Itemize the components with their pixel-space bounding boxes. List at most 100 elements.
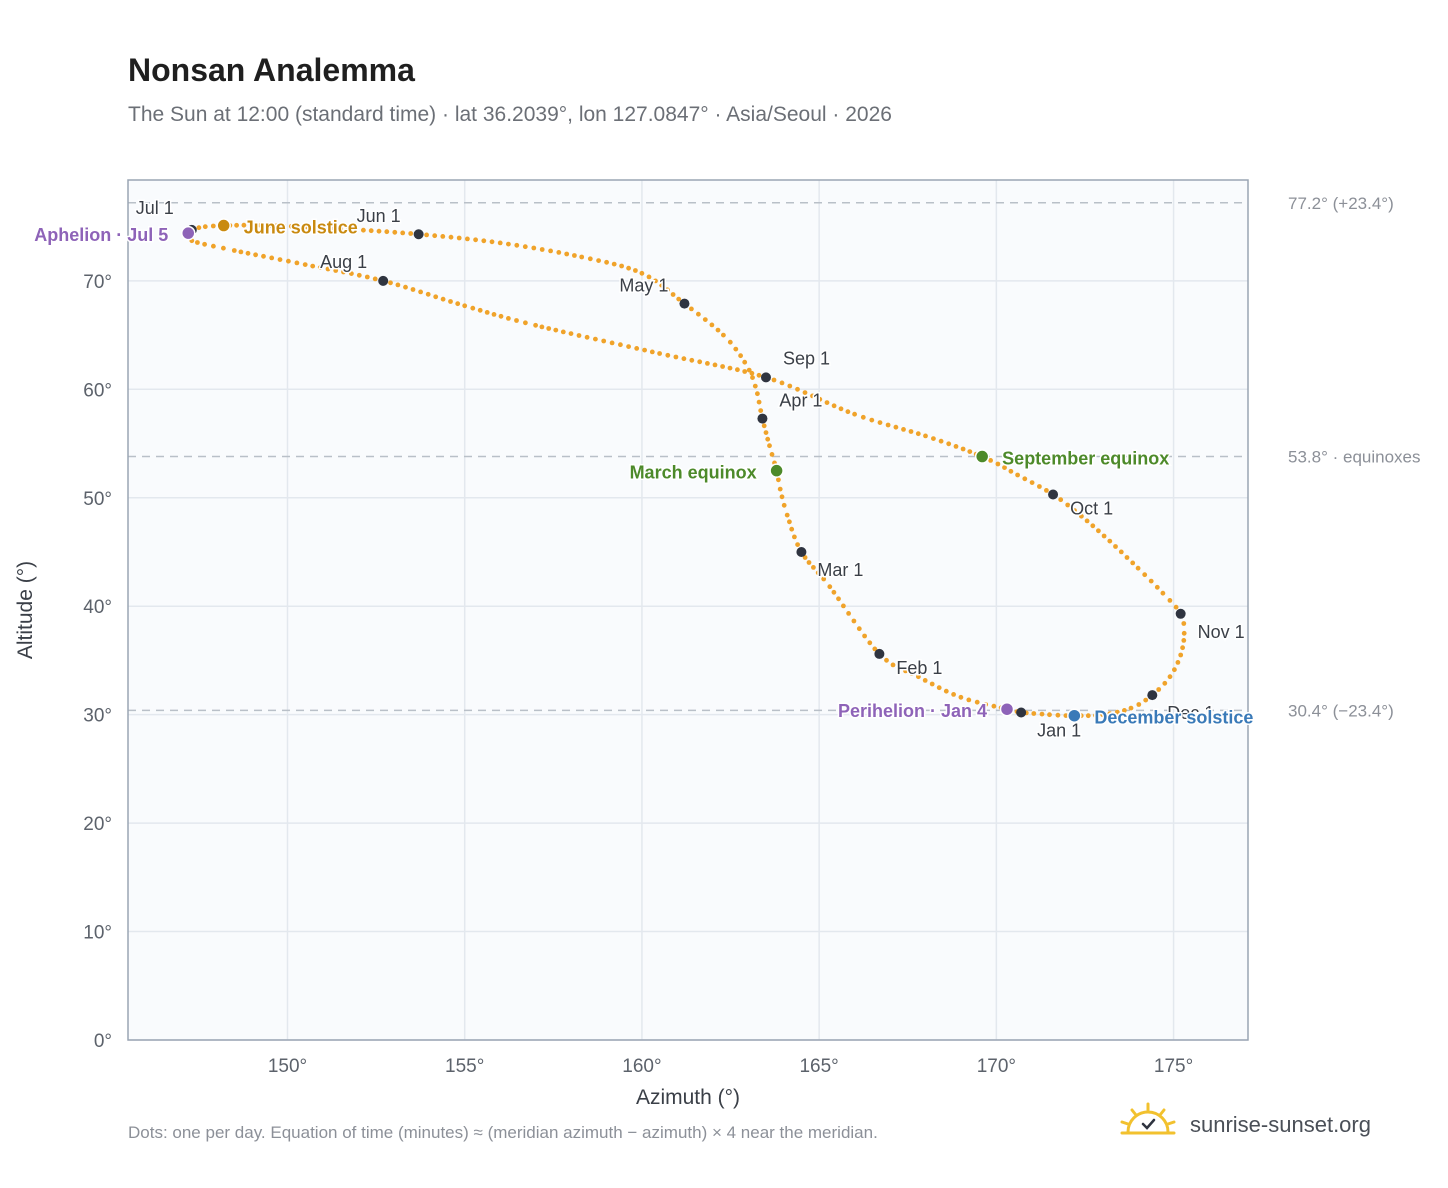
day-dot	[1096, 528, 1101, 534]
day-dot	[286, 258, 291, 264]
month-label: Feb 1	[896, 658, 942, 678]
day-dot	[424, 232, 429, 238]
chart-subtitle: The Sun at 12:00 (standard time) · lat 3…	[128, 103, 892, 126]
day-dot	[721, 332, 726, 338]
day-dot	[867, 640, 873, 646]
day-dot	[634, 346, 640, 351]
day-dot	[709, 322, 715, 328]
day-dot	[665, 352, 671, 358]
day-dot	[681, 356, 687, 362]
day-dot	[642, 347, 647, 353]
day-dot	[831, 589, 837, 595]
day-dot	[231, 248, 237, 253]
day-dot	[733, 346, 739, 352]
month-label: May 1	[619, 276, 668, 296]
reference-lines: 77.2° (+23.4°) 53.8° · equinoxes 30.4° (−2…	[128, 194, 1421, 720]
day-dot	[304, 224, 310, 230]
day-dot	[418, 289, 423, 295]
day-dot	[1124, 555, 1130, 560]
month-marker	[1016, 707, 1027, 718]
day-dot	[831, 403, 837, 409]
day-dot	[779, 380, 785, 386]
day-dot	[249, 222, 255, 228]
day-dot	[966, 697, 972, 703]
day-dot	[776, 477, 781, 483]
month-marker	[760, 372, 771, 383]
day-dot	[481, 238, 487, 244]
day-dot	[572, 253, 577, 258]
brand-name[interactable]: sunrise-sunset.org	[1190, 1112, 1371, 1137]
day-dot	[1002, 465, 1007, 470]
day-dot	[1022, 476, 1028, 482]
y-tick-label: 10°	[83, 923, 112, 944]
reference-line-label: 77.2° (+23.4°)	[1288, 194, 1394, 213]
day-dot	[758, 408, 764, 413]
day-dot	[626, 344, 631, 349]
day-dot	[1173, 604, 1179, 610]
day-dot	[604, 259, 609, 265]
day-dot	[890, 662, 896, 668]
x-tick-label: 155°	[445, 1056, 484, 1077]
day-dot	[364, 274, 370, 280]
day-dot	[792, 534, 797, 540]
day-dot	[196, 225, 202, 231]
day-dot	[746, 367, 752, 373]
day-dot	[1143, 697, 1149, 703]
day-dot	[821, 576, 827, 582]
day-dot	[1154, 584, 1160, 590]
day-dot	[951, 692, 956, 697]
day-dot	[727, 339, 733, 345]
day-dot	[221, 245, 226, 251]
day-dot	[465, 236, 470, 242]
day-dot	[317, 265, 323, 270]
day-dot	[1065, 502, 1071, 508]
day-dot	[974, 699, 980, 705]
day-dot	[995, 461, 1001, 467]
day-dot	[584, 334, 590, 340]
plot-frame	[127, 179, 1249, 1041]
day-dot	[609, 340, 615, 346]
month-markers: Jan 1 Feb 1 Mar 1 Apr 1 May 1 Jun 1 Jul 1 Aug 1…	[134, 196, 1246, 742]
day-dot	[811, 565, 816, 570]
day-dot	[1101, 533, 1107, 539]
day-dot	[325, 266, 331, 272]
day-dot	[210, 223, 216, 229]
day-dot	[195, 240, 200, 245]
day-dot	[851, 618, 857, 624]
day-dot	[1037, 484, 1042, 489]
day-dot	[1142, 572, 1148, 578]
day-dot	[568, 331, 574, 336]
day-dot	[456, 235, 462, 241]
day-dot	[626, 265, 631, 271]
day-dot	[618, 342, 623, 348]
day-dot	[967, 449, 973, 454]
reference-line-label: 30.4° (−23.4°)	[1288, 701, 1394, 720]
day-dot	[1167, 598, 1173, 603]
event-marker	[999, 701, 1015, 717]
day-dot	[1181, 621, 1187, 626]
day-dot	[1008, 468, 1014, 474]
day-dot	[815, 570, 821, 576]
day-dot	[756, 372, 762, 378]
day-dot	[376, 228, 382, 234]
month-label: Mar 1	[817, 560, 863, 580]
day-dot	[761, 423, 767, 429]
day-dot	[755, 391, 760, 397]
y-tick-label: 30°	[83, 706, 112, 727]
day-dot	[872, 646, 878, 652]
event-marker	[216, 218, 231, 233]
day-dot	[241, 222, 247, 228]
brand[interactable]: sunrise-sunset.org	[1120, 1100, 1420, 1150]
day-dot	[392, 229, 398, 235]
day-dot	[1130, 560, 1136, 566]
day-dot	[779, 494, 785, 500]
day-dot	[884, 657, 889, 663]
day-dot	[943, 688, 949, 694]
month-marker	[757, 413, 768, 424]
day-dot	[211, 243, 216, 249]
day-dot	[752, 383, 758, 389]
day-dot	[705, 361, 710, 366]
y-tick-label: 60°	[83, 380, 112, 401]
day-dot	[633, 268, 638, 273]
